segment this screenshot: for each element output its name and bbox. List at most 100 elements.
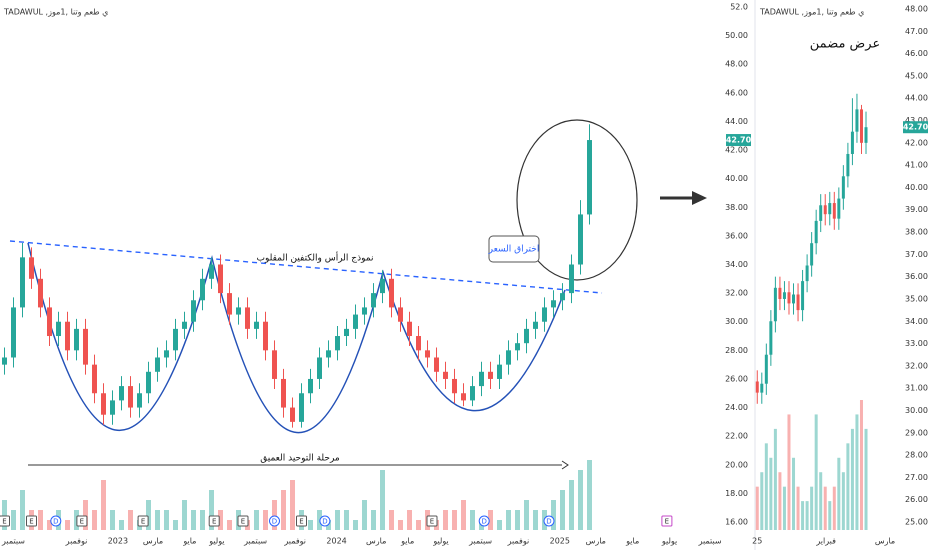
price-label: 42.70	[903, 123, 929, 132]
candle-body	[155, 357, 160, 372]
event-label: E	[212, 518, 216, 526]
candle-body	[218, 264, 223, 294]
pattern-label: نموذج الرأس والكتفين المقلوب	[257, 252, 374, 264]
volume-bar	[398, 520, 403, 530]
volume-bar	[864, 428, 868, 530]
volume-bar	[578, 470, 583, 530]
y-tick-label: 46.00	[725, 88, 748, 97]
volume-bar	[110, 510, 115, 530]
arrow-head	[561, 460, 569, 470]
candle-body	[773, 287, 777, 322]
volume-bar	[801, 501, 805, 530]
volume-bar	[461, 500, 466, 530]
candle-body	[20, 257, 25, 308]
candle-body	[119, 386, 124, 401]
candle-body	[83, 328, 88, 365]
volume-bar	[335, 510, 340, 530]
volume-bar	[83, 500, 88, 530]
consolidation-label: مرحلة التوحيد العميق	[260, 454, 340, 464]
y-tick-label: 33.00	[905, 339, 928, 348]
candle-body	[778, 287, 782, 299]
x-tick-label: نوفمبر	[283, 537, 306, 546]
volume-bar	[452, 510, 457, 530]
candle-body	[47, 307, 52, 337]
y-tick-label: 18.00	[725, 489, 748, 498]
candle-body	[254, 321, 259, 329]
volume-bar	[810, 486, 814, 530]
chart-title: TADAWUL ,ي طعم وتنا ,1موز	[3, 8, 108, 17]
candle-body	[11, 307, 16, 358]
volume-bar	[524, 500, 529, 530]
volume-bar	[92, 510, 97, 530]
candle-body	[281, 378, 286, 408]
volume-bar	[764, 443, 768, 530]
volume-bar	[227, 520, 232, 530]
breakout-label: اختراق السعر	[488, 245, 540, 255]
candle-body	[801, 281, 805, 311]
volume-bar	[443, 510, 448, 530]
candle-body	[551, 300, 556, 308]
candle-body	[272, 350, 277, 379]
volume-bar	[362, 500, 367, 530]
candle-body	[515, 343, 520, 351]
y-tick-label: 48.00	[725, 60, 748, 69]
candle-body	[578, 214, 583, 265]
volume-bar	[551, 500, 556, 530]
event-marker	[426, 515, 438, 527]
x-tick-label: يوليو	[661, 537, 677, 546]
candle-body	[164, 350, 169, 358]
volume-bar	[506, 510, 511, 530]
breakout-box	[488, 235, 540, 263]
volume-bar	[254, 510, 259, 530]
event-marker	[269, 515, 280, 527]
volume-bar	[380, 470, 385, 530]
candle-body	[425, 350, 430, 358]
y-tick-label: 24.00	[725, 403, 748, 412]
event-label: E	[665, 518, 669, 526]
candle-body	[769, 321, 773, 355]
y-tick-label: 42.00	[905, 138, 928, 147]
candle-body	[128, 386, 133, 408]
volume-bar	[344, 510, 349, 530]
candle-body	[855, 109, 859, 132]
y-tick-label: 36.00	[905, 272, 928, 281]
volume-bar	[828, 501, 832, 530]
candle-body	[792, 294, 796, 304]
event-label: E	[430, 518, 434, 526]
y-tick-label: 40.00	[905, 183, 928, 192]
candle-body	[841, 176, 845, 199]
candle-body	[416, 336, 421, 351]
candle-body	[837, 198, 841, 219]
y-tick-label: 36.00	[725, 231, 748, 240]
candle-body	[846, 153, 850, 177]
event-label: E	[141, 518, 145, 526]
x-tick-label: 2025	[550, 537, 570, 546]
event-label: E	[299, 518, 303, 526]
cup-curves	[27, 242, 566, 434]
volume-bar	[515, 510, 520, 530]
highlight-circle	[516, 119, 638, 281]
volume-bar	[353, 520, 358, 530]
candle-body	[787, 292, 791, 304]
candle-body	[524, 328, 529, 344]
volume-bar	[837, 457, 841, 530]
event-marker	[296, 515, 307, 527]
y-tick-label: 25.00	[905, 518, 928, 527]
candle-body	[308, 378, 313, 394]
event-marker	[478, 515, 490, 527]
x-tick-label: مايو	[400, 537, 414, 546]
candle-body	[335, 336, 340, 351]
x-tick-label: مارس	[366, 537, 386, 546]
volume-bar	[569, 480, 574, 530]
volume-bar	[850, 428, 854, 530]
candle-body	[832, 203, 836, 219]
y-tick-label: 27.00	[905, 473, 928, 482]
candle-body	[344, 328, 349, 337]
candle-body	[407, 321, 412, 337]
x-tick-label: سبتمبر	[243, 537, 267, 546]
price-label-box	[726, 134, 751, 147]
volume-bar	[155, 510, 160, 530]
x-tick-label: 25	[752, 537, 762, 546]
volume-bar	[164, 510, 169, 530]
